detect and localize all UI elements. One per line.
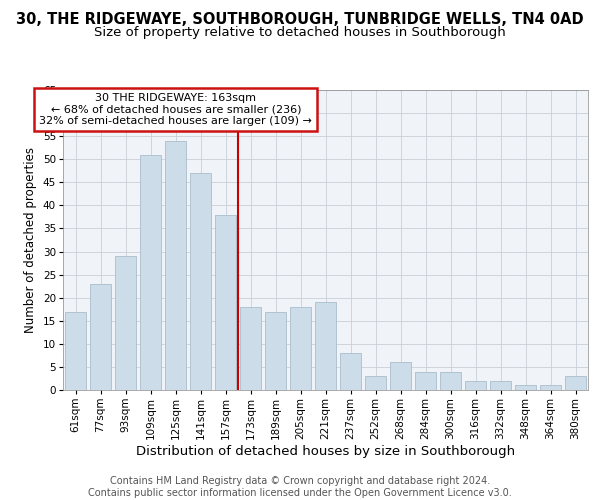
Bar (415, 372, 436, 390)
Bar (340, 353, 361, 390)
Text: Contains public sector information licensed under the Open Government Licence v3: Contains public sector information licen… (88, 488, 512, 498)
Bar (465, 381, 486, 390)
Bar (290, 307, 311, 390)
Bar (390, 362, 411, 390)
X-axis label: Distribution of detached houses by size in Southborough: Distribution of detached houses by size … (136, 444, 515, 458)
Y-axis label: Number of detached properties: Number of detached properties (24, 147, 37, 333)
Bar (90, 284, 111, 390)
Bar (515, 386, 536, 390)
Bar (165, 141, 186, 390)
Bar (540, 386, 561, 390)
Bar (490, 381, 511, 390)
Bar (215, 214, 236, 390)
Bar (440, 372, 461, 390)
Bar (190, 173, 211, 390)
Bar (365, 376, 386, 390)
Bar (565, 376, 586, 390)
Text: 30 THE RIDGEWAYE: 163sqm
← 68% of detached houses are smaller (236)
32% of semi-: 30 THE RIDGEWAYE: 163sqm ← 68% of detach… (40, 93, 313, 126)
Text: 30, THE RIDGEWAYE, SOUTHBOROUGH, TUNBRIDGE WELLS, TN4 0AD: 30, THE RIDGEWAYE, SOUTHBOROUGH, TUNBRID… (16, 12, 584, 28)
Bar (65, 312, 86, 390)
Bar (315, 302, 336, 390)
Text: Contains HM Land Registry data © Crown copyright and database right 2024.: Contains HM Land Registry data © Crown c… (110, 476, 490, 486)
Bar (265, 312, 286, 390)
Text: Size of property relative to detached houses in Southborough: Size of property relative to detached ho… (94, 26, 506, 39)
Bar (115, 256, 136, 390)
Bar (240, 307, 261, 390)
Bar (140, 154, 161, 390)
